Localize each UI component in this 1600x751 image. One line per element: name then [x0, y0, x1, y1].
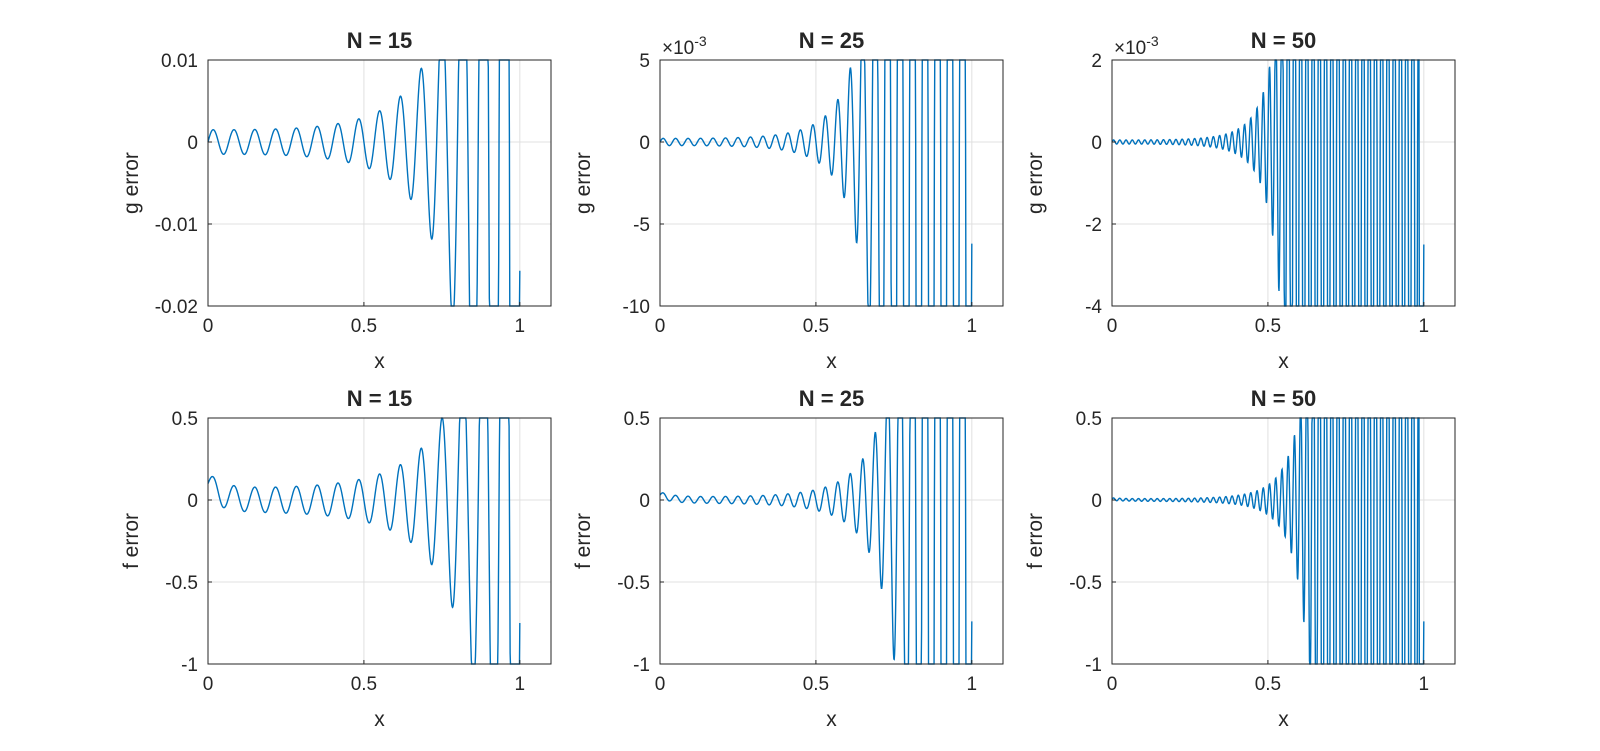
- y-tick-label: 5: [639, 51, 650, 72]
- x-tick-label: 0.5: [1255, 316, 1281, 337]
- y-exponent-label: ×10-3: [1114, 33, 1159, 59]
- y-tick-label: 0.5: [624, 409, 650, 430]
- x-tick-label: 0.5: [1255, 674, 1281, 695]
- x-tick-label: 1: [1419, 316, 1430, 337]
- axes-box: [1111, 59, 1456, 307]
- y-tick-label: 0.5: [1076, 409, 1102, 430]
- y-tick-label: -10: [623, 297, 650, 318]
- series-line: [207, 417, 521, 665]
- x-tick-label: 0: [1107, 316, 1118, 337]
- y-axis-label: g error: [120, 152, 143, 214]
- y-tick-label: -2: [1085, 215, 1102, 236]
- x-axis-label: x: [826, 708, 837, 731]
- subplot-title: N = 15: [347, 28, 412, 53]
- subplot-title: N = 15: [347, 386, 412, 411]
- x-tick-label: 0: [203, 316, 214, 337]
- x-tick-label: 0.5: [351, 316, 377, 337]
- y-tick-label: 0: [639, 133, 650, 154]
- y-tick-label: -1: [633, 655, 650, 676]
- x-axis-label: x: [826, 350, 837, 373]
- y-tick-label: 2: [1091, 51, 1102, 72]
- subplot-title: N = 50: [1251, 28, 1316, 53]
- x-axis-label: x: [1278, 350, 1289, 373]
- x-tick-label: 0.5: [351, 674, 377, 695]
- x-tick-label: 0: [655, 674, 666, 695]
- y-tick-label: 0.5: [172, 409, 198, 430]
- x-tick-label: 0: [1107, 674, 1118, 695]
- y-tick-label: -1: [181, 655, 198, 676]
- y-tick-label: 0: [1091, 491, 1102, 512]
- subplot-title: N = 25: [799, 386, 864, 411]
- x-tick-label: 1: [967, 316, 978, 337]
- x-tick-label: 1: [1419, 674, 1430, 695]
- subplot: 0 0.5 1 -4 -2 0 2 N = 50 x g error ×10-3: [1024, 28, 1456, 373]
- y-tick-label: -0.5: [617, 573, 650, 594]
- y-tick-label: -0.5: [1069, 573, 1102, 594]
- y-tick-label: 0.01: [161, 51, 198, 72]
- axes-box: [207, 59, 552, 307]
- y-tick-label: -1: [1085, 655, 1102, 676]
- x-tick-label: 1: [967, 674, 978, 695]
- series-line: [207, 59, 521, 307]
- axes-box: [659, 417, 1004, 665]
- axes-box: [207, 417, 552, 665]
- subplot: 0 0.5 1 -0.02 -0.01 0 0.01 N = 15 x g error: [120, 28, 552, 373]
- subplot-title: N = 25: [799, 28, 864, 53]
- subplot: 0 0.5 1 -1 -0.5 0 0.5 N = 25 x f error: [572, 386, 1004, 731]
- x-tick-label: 0: [203, 674, 214, 695]
- x-axis-label: x: [374, 350, 385, 373]
- x-tick-label: 1: [515, 316, 526, 337]
- y-tick-label: -4: [1085, 297, 1102, 318]
- y-tick-label: -0.5: [165, 573, 198, 594]
- subplot: 0 0.5 1 -10 -5 0 5 N = 25 x g error ×10-3: [572, 28, 1004, 373]
- subplot: 0 0.5 1 -1 -0.5 0 0.5 N = 50 x f error: [1024, 386, 1456, 731]
- y-tick-label: 0: [187, 491, 198, 512]
- y-axis-label: f error: [120, 513, 143, 569]
- subplot: 0 0.5 1 -1 -0.5 0 0.5 N = 15 x f error: [120, 386, 552, 731]
- y-tick-label: -0.02: [155, 297, 198, 318]
- y-tick-label: 0: [187, 133, 198, 154]
- axes-box: [659, 59, 1004, 307]
- y-tick-label: 0: [639, 491, 650, 512]
- x-tick-label: 0: [655, 316, 666, 337]
- subplot-title: N = 50: [1251, 386, 1316, 411]
- y-exponent-label: ×10-3: [662, 33, 707, 59]
- x-axis-label: x: [1278, 708, 1289, 731]
- y-tick-label: -5: [633, 215, 650, 236]
- y-axis-label: f error: [1024, 513, 1047, 569]
- x-tick-label: 1: [515, 674, 526, 695]
- y-axis-label: g error: [1024, 152, 1047, 214]
- y-tick-label: 0: [1091, 133, 1102, 154]
- x-axis-label: x: [374, 708, 385, 731]
- y-axis-label: f error: [572, 513, 595, 569]
- y-tick-label: -0.01: [155, 215, 198, 236]
- x-tick-label: 0.5: [803, 674, 829, 695]
- x-tick-label: 0.5: [803, 316, 829, 337]
- axes-box: [1111, 417, 1456, 665]
- y-axis-label: g error: [572, 152, 595, 214]
